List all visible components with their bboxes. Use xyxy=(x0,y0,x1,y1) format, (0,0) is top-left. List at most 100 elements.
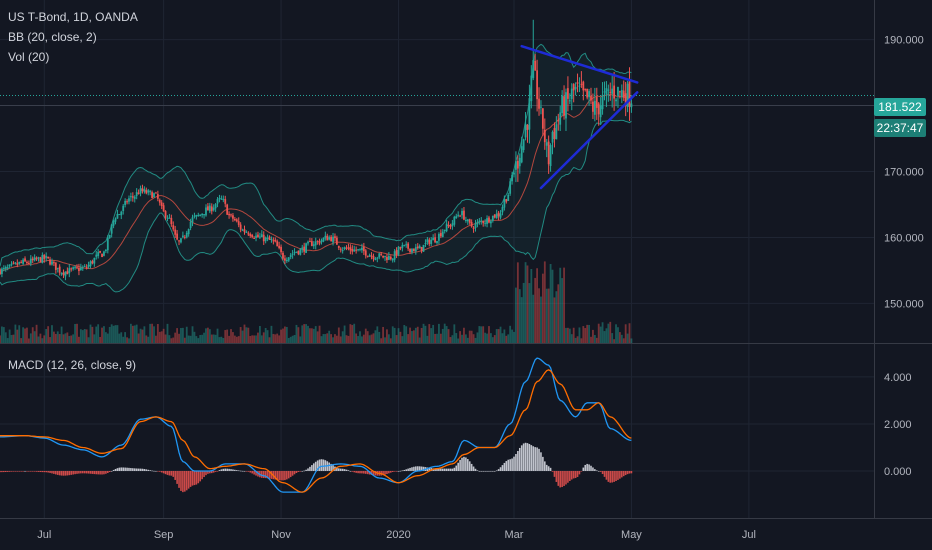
macd-histogram-bar xyxy=(505,461,508,471)
macd-histogram-bar xyxy=(459,459,461,471)
macd-histogram-bar xyxy=(605,470,608,480)
candle-body xyxy=(380,253,383,255)
candle-body xyxy=(455,216,458,218)
candle-body xyxy=(503,199,506,208)
volume-bar xyxy=(62,334,65,343)
trendline[interactable] xyxy=(539,91,639,190)
candle-body xyxy=(35,257,38,260)
candle-body xyxy=(364,250,367,256)
candle-body xyxy=(187,228,190,235)
volume-bar xyxy=(457,338,460,343)
macd-histogram-bar xyxy=(401,470,404,472)
candle-body xyxy=(212,207,215,211)
volume-bar xyxy=(405,326,408,343)
volume-legend[interactable]: Vol (20) xyxy=(8,50,50,64)
candle-body xyxy=(320,240,323,243)
candle-body xyxy=(495,213,498,219)
candle-body xyxy=(337,245,340,248)
trendline[interactable] xyxy=(520,44,639,84)
volume-bar xyxy=(20,338,23,343)
volume-bar xyxy=(343,325,346,343)
volume-bar xyxy=(545,288,548,343)
macd-histogram-bar xyxy=(51,470,53,474)
volume-bar xyxy=(24,328,26,343)
volume-bar xyxy=(414,327,417,343)
macd-histogram-bar xyxy=(603,470,606,477)
volume-bar xyxy=(295,324,298,343)
macd-histogram-bar xyxy=(393,470,396,472)
macd-histogram-bar xyxy=(330,463,332,471)
volume-bar xyxy=(133,325,136,343)
volume-bar xyxy=(214,334,217,343)
candle-body xyxy=(22,259,25,264)
volume-bar xyxy=(101,327,103,343)
macd-histogram-bar xyxy=(518,447,521,471)
volume-bar xyxy=(56,331,59,343)
volume-bar xyxy=(12,334,15,343)
macd-histogram-bar xyxy=(295,470,298,474)
candle-body xyxy=(124,200,127,206)
candle-body xyxy=(484,222,487,224)
volume-bar xyxy=(605,328,608,343)
volume-bar xyxy=(326,333,329,343)
candle-body xyxy=(226,204,229,215)
macd-histogram-bar xyxy=(176,470,178,484)
candle-body xyxy=(205,207,207,216)
volume-bar xyxy=(332,337,334,343)
macd-histogram-bar xyxy=(336,467,338,471)
symbol-legend[interactable]: US T-Bond, 1D, OANDA xyxy=(8,10,138,24)
trendlines[interactable] xyxy=(520,44,639,190)
macd-histogram-bar xyxy=(490,470,492,472)
volume-bar xyxy=(439,333,442,343)
volume-bar xyxy=(43,335,46,343)
volume-bar xyxy=(153,326,155,343)
candle-body xyxy=(74,266,76,268)
macd-histogram-bar xyxy=(522,443,525,471)
volume-bar xyxy=(162,328,165,343)
candle-body xyxy=(56,267,59,269)
candle-body xyxy=(266,237,269,239)
macd-histogram-bar xyxy=(626,470,629,475)
volume-bar xyxy=(156,324,159,343)
candle-body xyxy=(355,249,358,251)
candle-body xyxy=(374,258,377,261)
bb-legend[interactable]: BB (20, close, 2) xyxy=(8,30,97,44)
volume-bar xyxy=(264,327,267,343)
volume-bar xyxy=(110,324,113,343)
macd-histogram-bar xyxy=(262,470,265,479)
macd-histogram-bar xyxy=(195,470,198,485)
volume-bar xyxy=(592,329,594,343)
macd-histogram-bar xyxy=(540,452,542,471)
volume-bar xyxy=(395,335,398,343)
macd-histogram-bar xyxy=(499,467,502,471)
volume-bar xyxy=(522,282,525,343)
candle-body xyxy=(595,96,598,108)
macd-histogram-bar xyxy=(545,464,548,471)
volume-bar xyxy=(613,339,616,343)
volume-bar xyxy=(563,267,565,343)
macd-histogram-bar xyxy=(289,470,292,478)
volume-bar xyxy=(609,321,612,343)
volume-bar xyxy=(314,326,317,343)
bb-basis-line xyxy=(0,94,632,275)
volume-bar xyxy=(85,329,88,343)
volume-bar xyxy=(145,335,148,343)
candle-body xyxy=(253,237,256,239)
candle-body xyxy=(172,225,175,230)
price-tick-label: 150.000 xyxy=(884,298,924,310)
volume-bar xyxy=(216,328,219,343)
volume-bar xyxy=(534,277,537,343)
volume-bar xyxy=(309,328,311,343)
volume-bar xyxy=(189,335,192,343)
volume-bar xyxy=(27,338,30,343)
candle-body xyxy=(224,199,227,204)
macd-legend[interactable]: MACD (12, 26, close, 9) xyxy=(8,358,137,372)
volume-bar xyxy=(486,333,488,343)
volume-bar xyxy=(243,324,246,343)
macd-histogram-bar xyxy=(268,470,271,479)
macd-histogram-bar xyxy=(455,465,458,471)
candle-body xyxy=(53,262,55,264)
macd-histogram-bar xyxy=(276,470,279,480)
macd-histogram-bar xyxy=(445,468,448,471)
